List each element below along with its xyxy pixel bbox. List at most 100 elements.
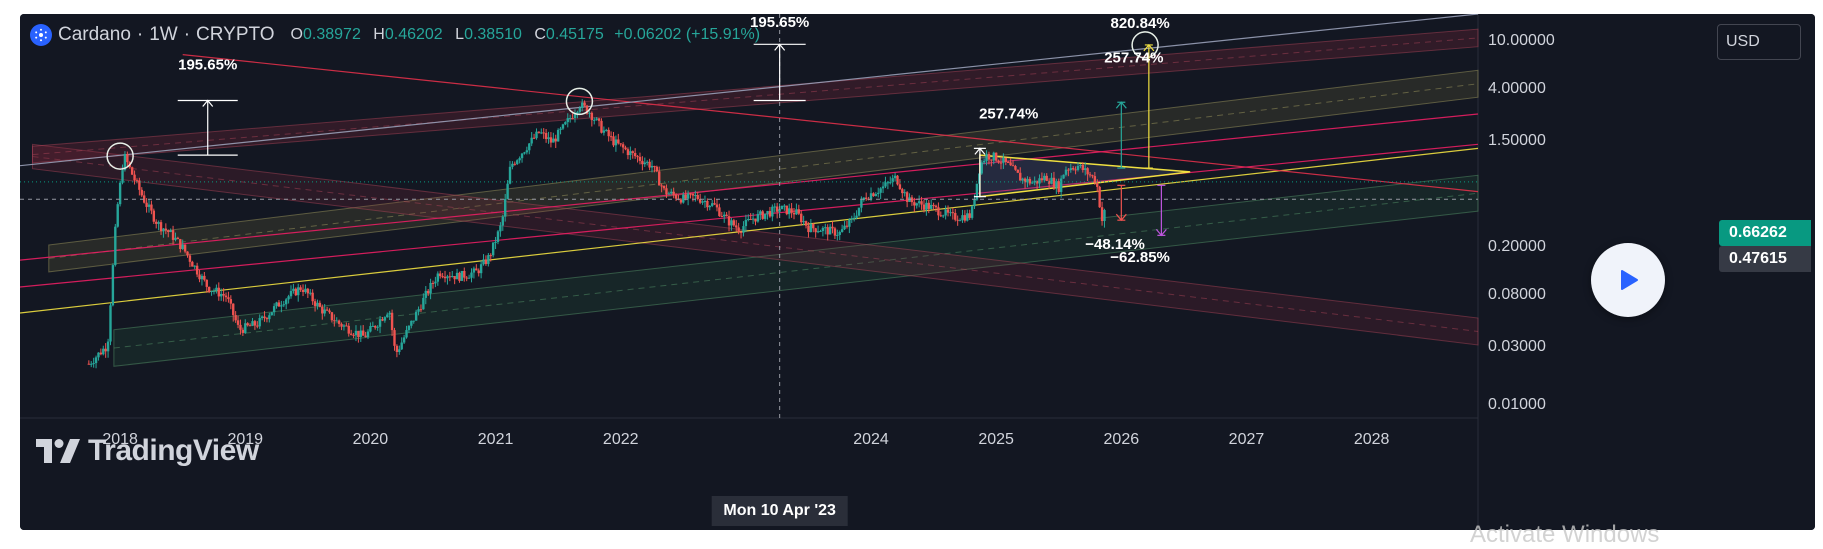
candle-body <box>607 129 610 137</box>
candle-body <box>576 111 579 115</box>
candle-body <box>340 323 343 327</box>
candle-body <box>1081 164 1085 171</box>
measure-down-purple-head <box>1155 228 1167 237</box>
candle-body <box>1040 178 1044 181</box>
candle-body <box>913 202 916 206</box>
candle-body <box>547 137 550 140</box>
candle-body <box>667 193 671 195</box>
low-label: L <box>455 26 465 43</box>
candle-body <box>359 330 362 338</box>
candle-body <box>297 287 300 296</box>
candle-body <box>585 105 589 114</box>
candle-body <box>518 158 521 161</box>
candle-body <box>552 138 555 143</box>
candle-body <box>106 341 110 352</box>
candle-body <box>446 276 449 279</box>
candle-body <box>374 325 377 328</box>
candle-body <box>345 325 348 327</box>
candle-body <box>463 270 466 278</box>
candle-body <box>147 204 151 207</box>
candle-body <box>985 153 988 161</box>
symbol-name[interactable]: Cardano <box>58 24 131 45</box>
annotation-label-3: 257.74% <box>1104 49 1163 66</box>
tradingview-logo[interactable]: TradingView <box>36 434 259 468</box>
candle-body <box>90 363 93 365</box>
candle-body <box>650 165 654 168</box>
annotation-label-6: −62.85% <box>1110 249 1170 266</box>
y-tick-label-8: 0.01000 <box>1488 396 1546 413</box>
candle-body <box>169 230 172 233</box>
candle-body <box>203 275 206 280</box>
candle-body <box>756 213 760 222</box>
candle-body <box>342 325 346 327</box>
candle-body <box>819 231 822 233</box>
currency-button[interactable]: USD <box>1717 24 1801 60</box>
price-chart[interactable]: 195.65% 195.65% 257.74% 257.74% 820.84% −48.1… <box>20 14 1815 530</box>
candle-body <box>1098 186 1101 208</box>
candle-body <box>828 226 832 235</box>
candle-body <box>376 326 379 328</box>
candle-body <box>232 303 235 316</box>
candle-body <box>898 184 902 190</box>
candle-body <box>1002 157 1005 163</box>
candle-body <box>836 234 839 236</box>
candle-body <box>1055 181 1058 188</box>
candle-body <box>284 299 288 305</box>
candle-body <box>133 174 136 181</box>
candle-body <box>270 312 273 316</box>
candle-body <box>763 213 767 219</box>
candle-body <box>123 154 127 171</box>
candle-body <box>537 131 541 133</box>
chart-panel[interactable]: 195.65% 195.65% 257.74% 257.74% 820.84% −48.1… <box>20 14 1815 530</box>
candle-body <box>253 321 257 326</box>
open-label: O <box>290 26 303 43</box>
candle-body <box>901 189 904 194</box>
circled-high-0 <box>106 142 134 170</box>
candle-body <box>1067 169 1070 171</box>
candle-body <box>1043 175 1046 181</box>
candle-body <box>292 288 295 291</box>
candle-body <box>932 204 935 206</box>
candle-body <box>193 265 196 267</box>
candle-body <box>735 225 738 228</box>
candle-body <box>116 204 119 227</box>
candle-body <box>263 316 266 319</box>
candle-body <box>980 162 983 174</box>
candle-body <box>641 160 644 165</box>
candle-body <box>181 244 184 249</box>
candle-body <box>179 239 182 249</box>
candle-body <box>1088 174 1092 176</box>
candle-body <box>212 290 216 292</box>
candle-body <box>484 259 488 264</box>
candle-body <box>118 182 122 205</box>
candle-body <box>787 208 791 215</box>
candle-body <box>612 136 615 146</box>
x-tick-label-2019: 2019 <box>227 431 263 448</box>
candle-body <box>448 276 452 278</box>
candle-body <box>523 152 526 154</box>
candle-body <box>877 192 880 195</box>
candle-body <box>472 268 476 273</box>
candle-body <box>460 270 464 281</box>
candle-body <box>503 198 507 217</box>
candle-body <box>809 223 813 233</box>
candle-body <box>256 325 259 327</box>
candle-body <box>494 241 497 243</box>
candle-body <box>754 218 757 222</box>
candle-body <box>371 325 375 327</box>
interval-label[interactable]: 1W <box>149 24 178 45</box>
candle-body <box>1059 178 1063 192</box>
trend-line-red-resistance-1 <box>182 54 1479 193</box>
candle-body <box>925 202 928 210</box>
play-icon <box>1621 270 1638 290</box>
candle-body <box>436 273 440 282</box>
candle-body <box>540 132 543 134</box>
x-tick-label-2028: 2028 <box>1354 431 1390 448</box>
candle-body <box>556 129 560 142</box>
candle-body <box>516 160 519 165</box>
candle-body <box>987 153 991 160</box>
candle-body <box>316 302 319 307</box>
candle-body <box>896 175 899 185</box>
play-button[interactable] <box>1591 243 1665 317</box>
candle-body <box>244 323 247 333</box>
